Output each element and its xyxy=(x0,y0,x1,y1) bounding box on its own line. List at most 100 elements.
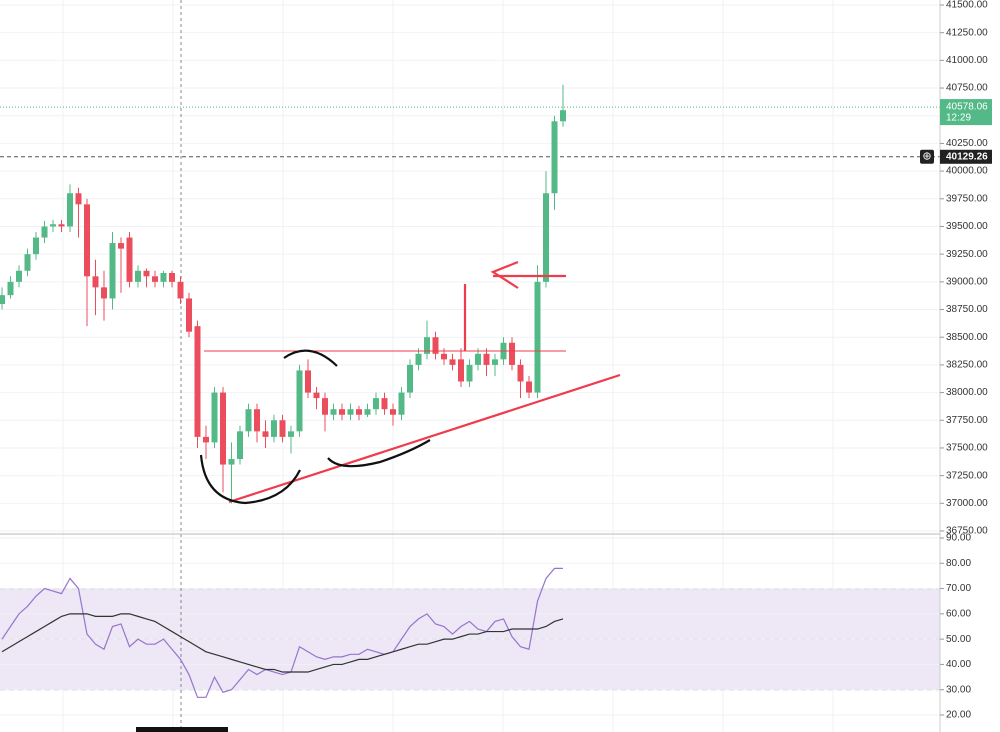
candle-body xyxy=(50,224,56,227)
y-tick-label: 60.00 xyxy=(946,608,971,619)
y-tick-label: 40.00 xyxy=(946,659,971,670)
candle-body xyxy=(203,436,209,443)
horizontal-grid xyxy=(0,4,940,716)
marker-plus: ⊕ xyxy=(922,151,931,163)
y-tick-label: 41000.00 xyxy=(946,55,988,66)
marker-price-box xyxy=(940,149,992,164)
candle-body xyxy=(381,398,388,410)
candle-body xyxy=(109,243,116,299)
candle-body xyxy=(58,224,65,227)
y-tick-label: 36750.00 xyxy=(946,526,988,537)
marks xyxy=(0,84,566,698)
last-price-label: 40578.06 xyxy=(946,102,988,113)
y-tick-label: 70.00 xyxy=(946,583,971,594)
candle-body xyxy=(84,204,90,277)
drawings xyxy=(199,260,621,505)
y-tick-label: 40000.00 xyxy=(946,166,988,177)
candle-body xyxy=(313,392,320,399)
candle-body xyxy=(390,409,396,415)
candle-body xyxy=(407,364,413,393)
candle-body xyxy=(458,359,464,382)
candle-body xyxy=(560,110,566,122)
y-tick-label: 39250.00 xyxy=(946,249,988,260)
y-tick-label: 37000.00 xyxy=(946,498,988,509)
last-price-box xyxy=(940,99,992,126)
candle-body xyxy=(483,353,490,365)
candle-body xyxy=(67,193,73,227)
candle-body xyxy=(101,287,107,299)
candle-body xyxy=(364,409,371,415)
candle-body xyxy=(41,226,48,238)
candle-body xyxy=(322,398,328,415)
candle-body xyxy=(288,431,294,437)
y-tick-label: 38750.00 xyxy=(946,304,988,315)
scrollbar xyxy=(136,727,228,732)
candle-body xyxy=(432,337,439,354)
candle-body xyxy=(415,353,422,365)
candle-body xyxy=(279,420,286,437)
candle-body xyxy=(194,326,201,437)
candle-body xyxy=(254,409,260,432)
y-tick-label: 39000.00 xyxy=(946,276,988,287)
candle-body xyxy=(16,270,22,282)
vertical-grid xyxy=(62,0,834,732)
candle-body xyxy=(466,364,473,382)
y-tick-label: 38250.00 xyxy=(946,360,988,371)
candle-body xyxy=(169,272,175,282)
candle-body xyxy=(152,276,158,282)
candle-body xyxy=(551,121,558,194)
candle-body xyxy=(228,459,235,465)
candle-body xyxy=(271,420,277,437)
candle-body xyxy=(177,281,184,299)
y-tick-label: 39750.00 xyxy=(946,193,988,204)
candle-body xyxy=(7,281,14,296)
candle-body xyxy=(526,381,532,393)
candle-body xyxy=(492,359,498,365)
marker-icon xyxy=(920,149,934,164)
candle-body xyxy=(330,409,337,415)
candle-body xyxy=(143,270,150,277)
y-tick-label: 38500.00 xyxy=(946,332,988,343)
candle-body xyxy=(160,272,167,282)
candle-body xyxy=(449,359,456,365)
rsi-line xyxy=(1,613,564,673)
countdown-label: 12:29 xyxy=(946,113,971,124)
candle-body xyxy=(245,409,252,432)
candle-body xyxy=(373,398,379,410)
y-tick-label: 37250.00 xyxy=(946,470,988,481)
y-tick-label: 90.00 xyxy=(946,533,971,544)
candle-body xyxy=(75,193,82,205)
y-tick-label: 41500.00 xyxy=(946,0,988,11)
candle-body xyxy=(220,392,226,465)
y-tick-label: 40750.00 xyxy=(946,83,988,94)
candle-body xyxy=(424,337,430,354)
candle-body xyxy=(534,281,541,393)
candle-body xyxy=(126,237,133,282)
price-axis: 41500.0041250.0041000.0040750.0040500.00… xyxy=(920,0,992,721)
y-tick-label: 20.00 xyxy=(946,710,971,721)
candle-body xyxy=(398,392,405,415)
candle-body xyxy=(543,193,549,282)
candle-body xyxy=(237,431,243,460)
candle-body xyxy=(356,409,362,415)
candle-body xyxy=(262,431,269,437)
candle-body xyxy=(347,409,354,415)
y-tick-label: 80.00 xyxy=(946,558,971,569)
candle-body xyxy=(517,364,524,382)
candle-body xyxy=(296,370,303,432)
rsi-line xyxy=(1,567,563,698)
candle-body xyxy=(135,270,141,282)
candle-body xyxy=(118,243,124,249)
y-tick-label: 39500.00 xyxy=(946,221,988,232)
candle-body xyxy=(24,254,31,271)
candle-body xyxy=(92,276,99,288)
y-tick-label: 38000.00 xyxy=(946,387,988,398)
y-tick-label: 40250.00 xyxy=(946,138,988,149)
candle-body xyxy=(339,409,345,415)
marker-price-label: 40129.26 xyxy=(946,151,988,162)
y-tick-label: 30.00 xyxy=(946,684,971,695)
candle-body xyxy=(0,295,5,304)
y-tick-label: 50.00 xyxy=(946,634,971,645)
